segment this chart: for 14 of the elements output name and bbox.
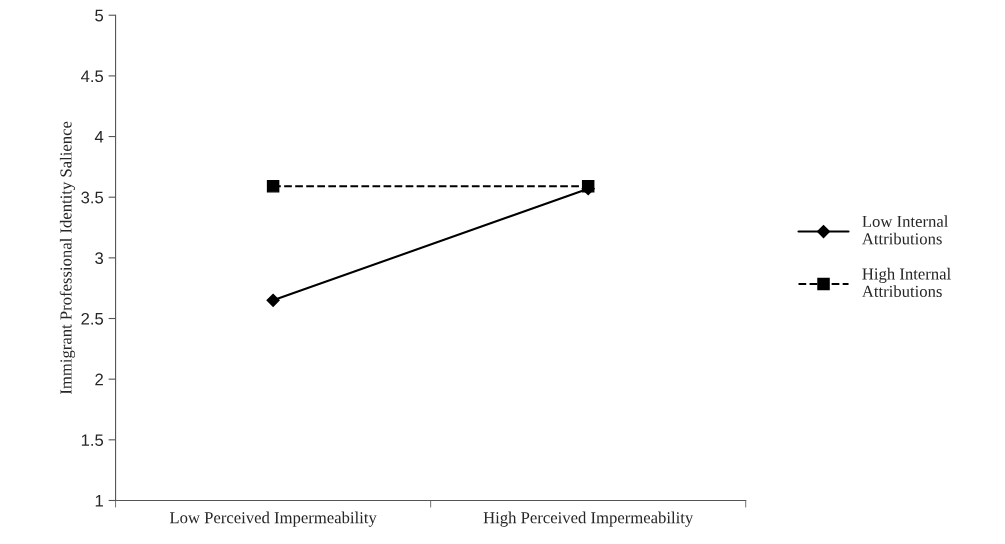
y-tick-label: 1 — [95, 495, 103, 507]
legend-label: High Internal Attributions — [862, 267, 951, 298]
y-axis-title: Immigrant Professional Identity Salience — [59, 121, 76, 395]
y-tick-label: 4.5 — [80, 70, 104, 83]
x-tick-label: High Perceived Impermeability — [483, 511, 694, 527]
y-tick-label: 5 — [95, 9, 104, 22]
legend-label: Low Internal Attributions — [862, 215, 949, 245]
x-tick-label: Low Perceived Impermeability — [169, 511, 377, 527]
y-tick-label: 2 — [95, 373, 103, 386]
y-tick-label: 3.5 — [81, 191, 104, 204]
y-tick-label: 4 — [94, 131, 104, 143]
y-tick-label: 3 — [95, 252, 104, 265]
y-tick-label: 2.5 — [81, 312, 104, 325]
y-tick-label: 1.5 — [81, 434, 104, 447]
